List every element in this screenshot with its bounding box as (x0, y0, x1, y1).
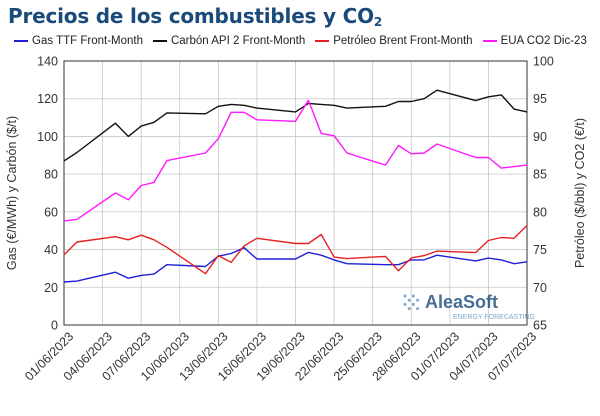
watermark-dot (403, 302, 407, 306)
legend-swatch (14, 40, 28, 42)
y-left-tick-label: 20 (44, 281, 58, 295)
series-line-carb-n-api-2-front-month (63, 89, 528, 162)
legend-label: EUA CO2 Dic-23 (500, 35, 587, 47)
y-right-tick-label: 90 (533, 130, 547, 144)
y-right-tick-label: 100 (533, 55, 554, 69)
y-left-tick-label: 60 (44, 205, 58, 219)
legend-swatch (482, 40, 497, 42)
chart-title: Precios de los combustibles y CO2 (8, 4, 382, 29)
x-axis: 01/06/202304/06/202307/06/202310/06/2023… (22, 329, 539, 383)
y-left-tick-label: 140 (37, 55, 58, 69)
y-left-tick-label: 100 (37, 130, 58, 144)
y-left-tick-label: 40 (44, 243, 58, 257)
grid (63, 60, 528, 326)
y-right-axis-label: Petróleo ($/bbl) y CO2 (€/t) (573, 118, 587, 268)
plot-frame (63, 60, 528, 326)
legend-label: Carbón API 2 Front-Month (170, 35, 306, 47)
y-left-tick-label: 80 (44, 168, 58, 182)
legend-item-petr-leo-brent-front-month: Petróleo Brent Front-Month (315, 35, 473, 47)
y-right-tick-label: 95 (533, 92, 547, 106)
legend-item-gas-ttf-front-month: Gas TTF Front-Month (14, 35, 143, 47)
watermark-dot (403, 294, 407, 298)
legend-item-carb-n-api-2-front-month: Carbón API 2 Front-Month (152, 35, 306, 47)
series-line-gas-ttf-front-month (63, 246, 528, 283)
watermark-dot (416, 307, 420, 311)
y-right-tick-label: 70 (533, 281, 547, 295)
chart-title-subscript: 2 (373, 15, 383, 29)
legend-swatch (315, 40, 330, 42)
watermark-dot (407, 298, 411, 302)
legend-swatch (152, 40, 167, 42)
y-right-tick-label: 80 (533, 205, 547, 219)
y-left-axis-label: Gas (€/MWh) y Carbón ($/t) (5, 116, 19, 270)
series-line-petr-leo-brent-front-month (63, 224, 528, 275)
watermark-brand: AleaSoft (425, 292, 498, 312)
watermark-dot (411, 302, 415, 306)
watermark-dot (416, 298, 420, 302)
y-axis-left: 0 20 40 60 80 100 120 140 Gas (€/MWh) y Carbón (… (5, 55, 58, 333)
legend-item-eua-co2-dic-23: EUA CO2 Dic-23 (482, 35, 587, 47)
watermark-logo: AleaSoft ENERGY FORECASTING (403, 292, 535, 321)
legend-label: Petróleo Brent Front-Month (333, 35, 473, 47)
y-left-tick-label: 120 (37, 92, 58, 106)
y-right-tick-label: 65 (533, 319, 547, 333)
watermark-dot (407, 307, 411, 311)
watermark-dot (411, 294, 415, 298)
y-right-tick-label: 85 (533, 168, 547, 182)
legend-label: Gas TTF Front-Month (32, 35, 143, 47)
chart-title-main: Precios de los combustibles y CO (8, 4, 374, 28)
series-line-eua-co2-dic-23 (63, 99, 528, 222)
chart-legend: Gas TTF Front-Month Carbón API 2 Front-Mo… (14, 35, 600, 47)
y-axis-right: 65 70 75 80 85 90 95 100 Petróleo ($/bbl) y CO2 … (533, 55, 587, 333)
y-left-tick-label: 0 (51, 319, 58, 333)
watermark-tagline: ENERGY FORECASTING (453, 314, 535, 321)
y-right-tick-label: 75 (533, 243, 547, 257)
